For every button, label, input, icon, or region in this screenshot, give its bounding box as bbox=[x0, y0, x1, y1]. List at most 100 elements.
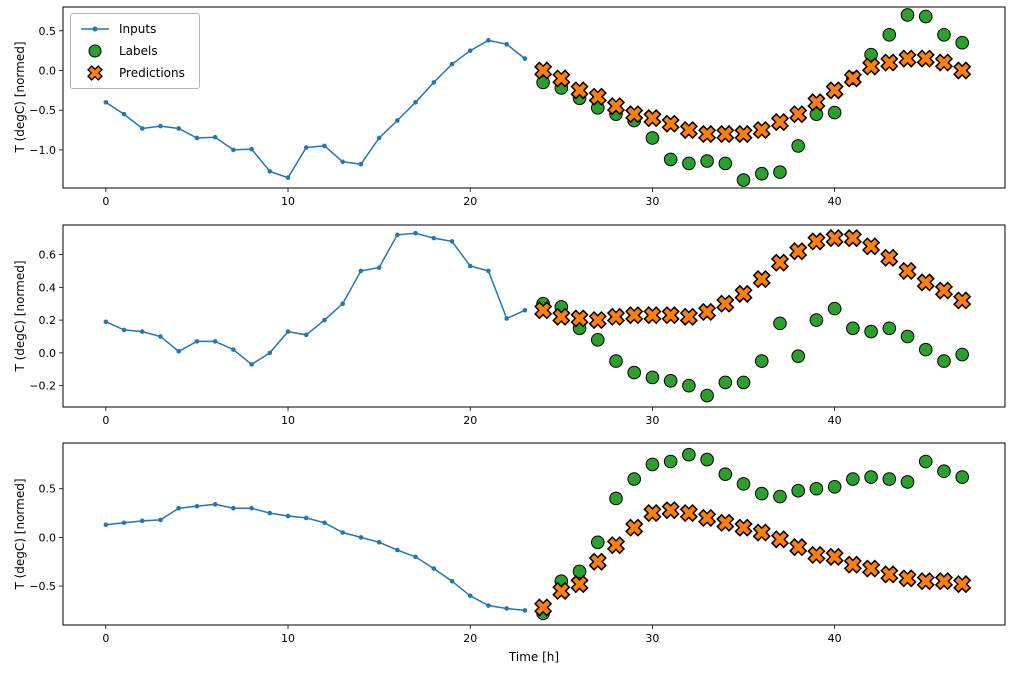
input-point bbox=[522, 307, 528, 313]
subplot-middle: 0 10 20 30 40 0.6 0.4 0.2 0.0 −0.2 bbox=[29, 224, 1006, 427]
label-point bbox=[918, 9, 933, 24]
plot-background bbox=[63, 443, 1005, 625]
input-point bbox=[212, 339, 218, 344]
predictions-x-icon bbox=[79, 65, 111, 81]
y-tick-label: 0.0 bbox=[39, 531, 57, 544]
label-point bbox=[572, 564, 587, 579]
input-point bbox=[231, 347, 236, 352]
inputs-line-icon bbox=[79, 21, 111, 37]
plot-background bbox=[63, 7, 1005, 188]
input-point bbox=[449, 239, 455, 244]
input-point bbox=[322, 520, 327, 526]
x-tick-label: 0 bbox=[102, 632, 109, 645]
x-tick-label: 10 bbox=[281, 195, 295, 208]
label-point bbox=[736, 477, 751, 491]
input-point bbox=[413, 554, 418, 560]
input-point bbox=[285, 513, 291, 519]
chart-canvas: 0 10 20 30 40 0.5 0.0 −0.5 bbox=[29, 442, 1006, 645]
x-marker-fill bbox=[718, 515, 733, 530]
label-point bbox=[590, 332, 605, 347]
label-point bbox=[663, 373, 678, 388]
label-point bbox=[645, 370, 660, 385]
input-point bbox=[103, 522, 109, 528]
x-tick-label: 20 bbox=[463, 414, 477, 427]
label-point bbox=[882, 321, 897, 336]
series-inputs bbox=[103, 230, 528, 367]
input-point bbox=[121, 520, 127, 526]
x-tick-label: 30 bbox=[645, 632, 659, 645]
x-marker-fill bbox=[627, 520, 642, 535]
x-tick-label: 10 bbox=[281, 632, 295, 645]
label-point bbox=[627, 472, 642, 486]
x-marker-fill bbox=[718, 127, 733, 141]
x-marker-fill bbox=[663, 503, 678, 518]
x-marker-fill bbox=[681, 309, 696, 324]
input-point bbox=[358, 268, 364, 274]
label-point bbox=[718, 156, 733, 171]
input-point bbox=[449, 578, 455, 584]
label-point bbox=[736, 375, 751, 390]
input-point bbox=[103, 99, 109, 105]
label-point bbox=[882, 472, 897, 486]
x-tick-label: 0 bbox=[102, 414, 109, 427]
input-point bbox=[340, 530, 345, 535]
label-point bbox=[645, 457, 660, 472]
input-point bbox=[486, 38, 491, 43]
legend-dot bbox=[92, 26, 98, 32]
y-tick-label: 0.5 bbox=[39, 483, 57, 496]
x-marker-fill bbox=[809, 234, 824, 249]
y-tick-label: 0.5 bbox=[39, 25, 57, 38]
x-marker-fill bbox=[918, 51, 933, 66]
label-point bbox=[773, 489, 787, 504]
x-marker-fill bbox=[554, 584, 569, 598]
label-point bbox=[846, 321, 860, 336]
x-marker-fill bbox=[937, 283, 951, 298]
x-marker-fill bbox=[955, 577, 970, 592]
input-point bbox=[340, 159, 345, 165]
x-marker-fill bbox=[554, 309, 569, 324]
x-tick-label: 30 bbox=[645, 414, 659, 427]
input-point bbox=[249, 362, 254, 367]
legend: Inputs Labels Predictions bbox=[70, 13, 200, 89]
x-marker-fill bbox=[754, 123, 769, 137]
y-axis-label-middle: T (degC) [normed] bbox=[13, 260, 27, 372]
x-marker-fill bbox=[845, 231, 860, 246]
label-point bbox=[809, 313, 824, 327]
x-marker-fill bbox=[937, 574, 951, 589]
input-point bbox=[121, 327, 127, 333]
x-marker-fill bbox=[845, 557, 860, 572]
label-point bbox=[773, 316, 787, 331]
input-point bbox=[449, 61, 455, 67]
x-marker-fill bbox=[955, 293, 970, 308]
series-predictions bbox=[534, 501, 972, 617]
x-marker-fill bbox=[609, 538, 623, 553]
x-marker-fill bbox=[827, 549, 842, 564]
x-marker-fill bbox=[572, 577, 587, 592]
chart-canvas: 0 10 20 30 40 0.5 0.0 −0.5 −1.0 bbox=[29, 6, 1006, 208]
input-point bbox=[413, 99, 418, 105]
legend-item-labels: Labels bbox=[79, 43, 185, 59]
input-point bbox=[103, 319, 109, 325]
label-point bbox=[627, 365, 642, 380]
input-point bbox=[395, 547, 400, 553]
input-point bbox=[486, 268, 491, 274]
input-point bbox=[358, 161, 364, 167]
y-tick-label: −0.5 bbox=[29, 580, 56, 593]
input-point bbox=[249, 505, 254, 511]
y-axis-label-top: T (degC) [normed] bbox=[13, 41, 27, 153]
x-marker-fill bbox=[736, 520, 751, 535]
input-point bbox=[303, 332, 309, 338]
x-tick-label: 20 bbox=[463, 195, 477, 208]
label-point bbox=[791, 349, 805, 363]
x-marker-fill bbox=[681, 506, 696, 521]
input-point bbox=[176, 505, 182, 511]
label-point bbox=[700, 388, 714, 403]
y-axis-label-bottom: T (degC) [normed] bbox=[13, 478, 27, 590]
input-point bbox=[231, 505, 236, 511]
subplot-top: 0 10 20 30 40 0.5 0.0 −0.5 −1.0 bbox=[29, 6, 1006, 208]
input-point bbox=[231, 147, 236, 153]
input-point bbox=[267, 169, 273, 174]
series-inputs bbox=[103, 38, 528, 180]
x-marker-fill bbox=[590, 313, 605, 328]
label-point bbox=[645, 131, 660, 145]
